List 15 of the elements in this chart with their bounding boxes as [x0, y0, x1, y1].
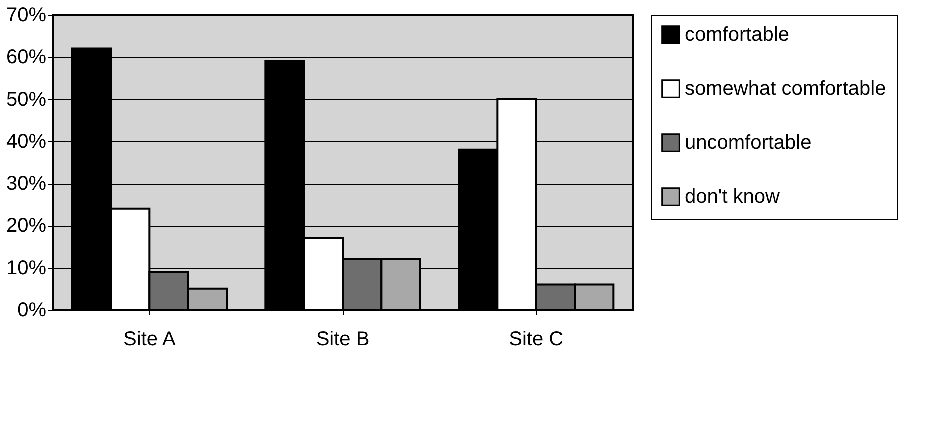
y-tick-label: 60% — [6, 46, 47, 69]
y-tick-label: 40% — [6, 130, 47, 153]
legend-label: somewhat comfortable — [685, 78, 886, 100]
y-tick-label: 0% — [18, 300, 47, 322]
y-tick-label: 10% — [6, 257, 47, 280]
y-tick-label: 70% — [6, 4, 47, 26]
x-tick-label: Site B — [316, 328, 370, 350]
y-tick-label: 20% — [6, 215, 47, 238]
y-tick-label: 50% — [6, 88, 47, 111]
x-tick-label: Site C — [509, 328, 564, 350]
legend-label: comfortable — [685, 24, 790, 46]
y-tick-label: 30% — [6, 173, 47, 196]
legend-label: don't know — [685, 186, 781, 208]
x-tick-label: Site A — [124, 328, 176, 350]
legend-label: uncomfortable — [685, 132, 812, 154]
